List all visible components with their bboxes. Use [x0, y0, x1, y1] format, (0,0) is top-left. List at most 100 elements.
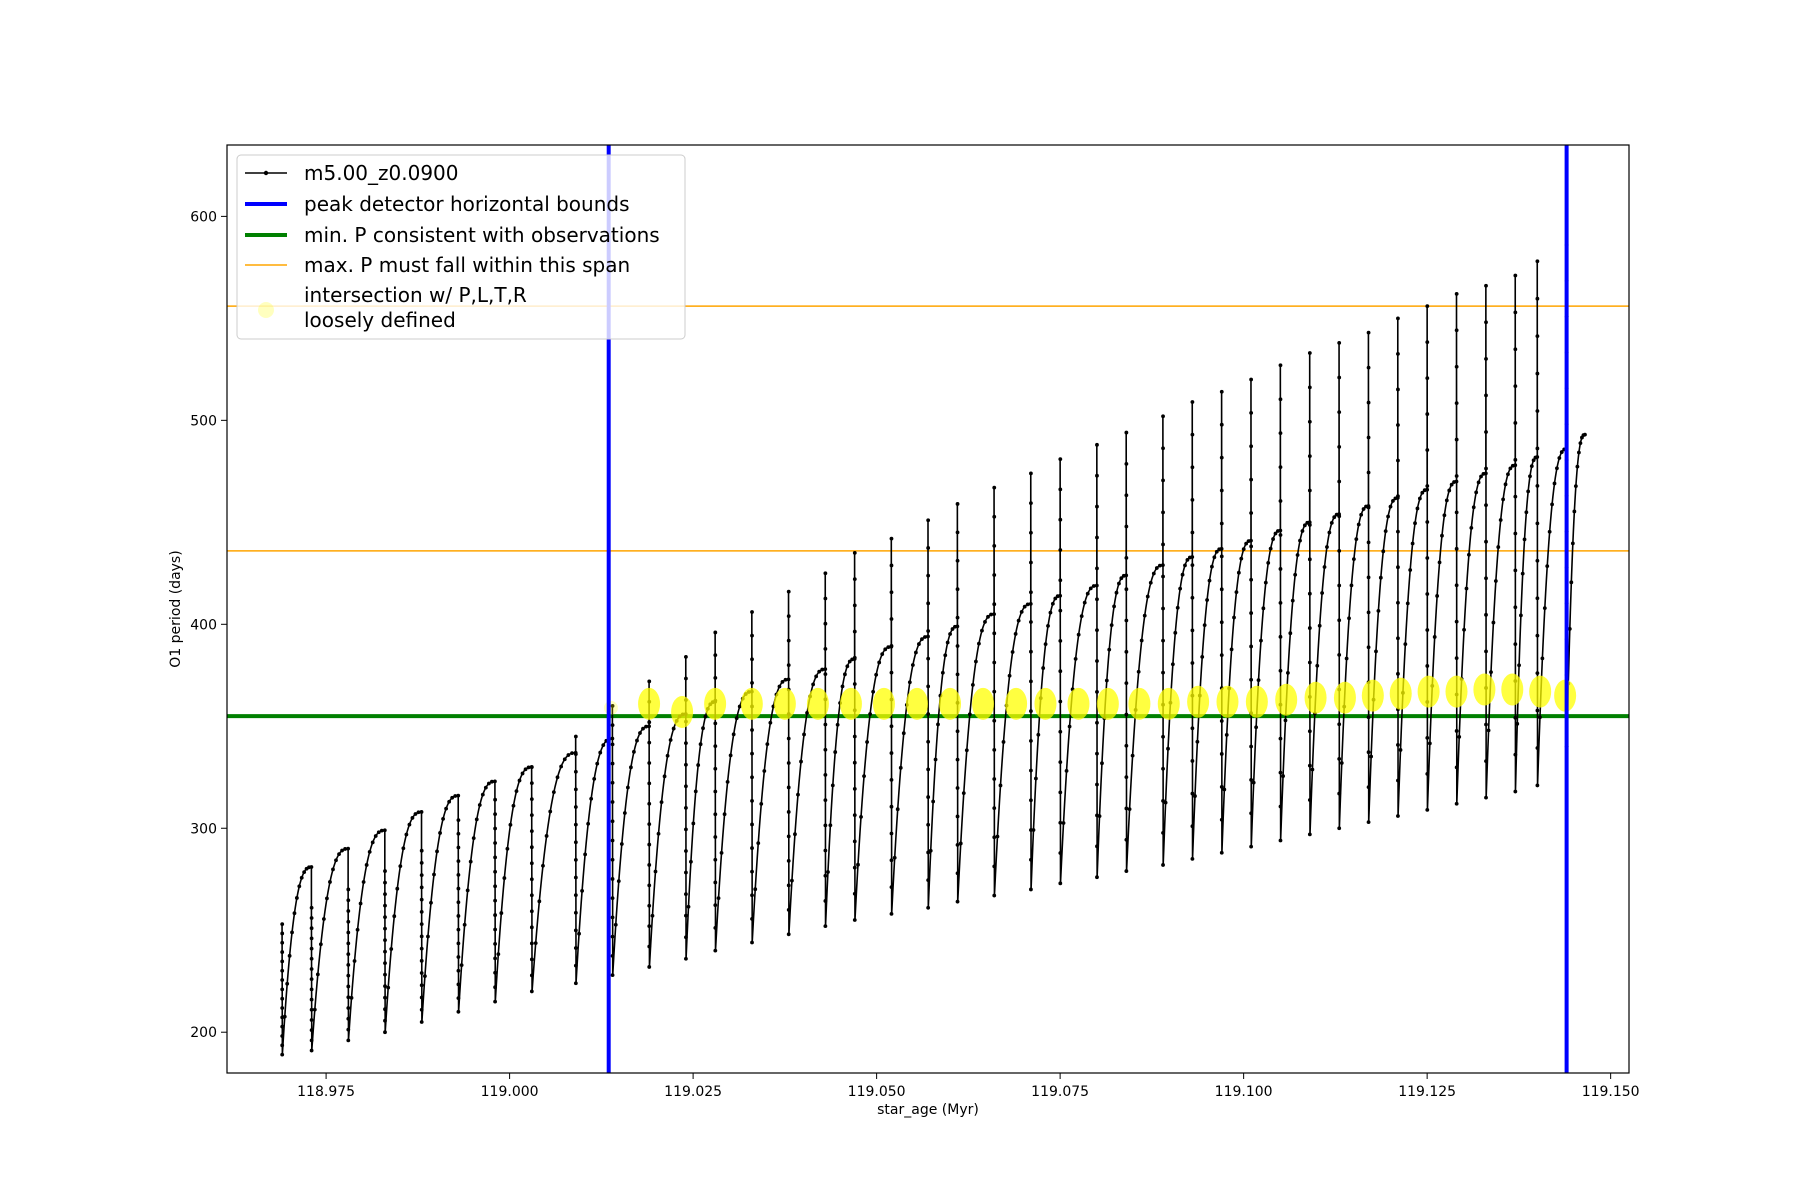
series-point-20 [280, 978, 285, 982]
series-point-404 [786, 589, 791, 594]
series-point-595 [1064, 769, 1069, 773]
series-point-911 [1396, 529, 1400, 534]
series-point-185 [493, 841, 497, 845]
series-point-441 [883, 647, 888, 652]
series-point-895 [1408, 568, 1413, 572]
series-point-509 [926, 601, 931, 606]
series-point-972 [1486, 728, 1491, 733]
series-point-583 [1029, 768, 1033, 773]
series-point-215 [529, 765, 534, 769]
series-point-147 [456, 1009, 461, 1014]
series-point-512 [926, 518, 931, 523]
series-point-742 [1219, 817, 1224, 822]
series-point-471 [889, 912, 894, 916]
series-point-296 [647, 679, 652, 684]
series-point-151 [456, 955, 461, 959]
series-point-855 [1337, 618, 1342, 623]
series-point-809 [1278, 363, 1283, 368]
series-point-143 [483, 785, 488, 790]
series-point-348 [713, 676, 718, 680]
series-point-356 [768, 720, 773, 725]
series-point-312 [684, 892, 688, 896]
series-point-353 [759, 802, 764, 806]
series-point-349 [713, 653, 718, 658]
series-point-984 [1484, 795, 1488, 800]
series-point-970 [1454, 328, 1459, 333]
series-point-593 [1029, 471, 1033, 476]
series-point-777 [1249, 544, 1254, 549]
series-point-727 [1190, 432, 1195, 437]
series-point-702 [1193, 794, 1197, 798]
series-point-424 [823, 747, 828, 752]
series-point-822 [1307, 832, 1312, 837]
series-point-991 [1484, 539, 1488, 544]
series-point-417 [823, 924, 828, 929]
series-point-776 [1249, 577, 1254, 582]
series-point-276 [668, 738, 673, 742]
series-point-362 [786, 677, 791, 682]
series-point-101 [383, 938, 387, 943]
series-point-981 [1508, 466, 1513, 471]
series-point-257 [610, 934, 615, 939]
series-point-561 [992, 631, 997, 636]
series-point-500 [926, 850, 931, 855]
series-point-563 [992, 573, 997, 577]
series-point-733 [1232, 615, 1236, 620]
series-point-488 [933, 757, 938, 762]
series-point-625 [1107, 647, 1112, 652]
series-point-965 [1454, 510, 1459, 515]
series-point-903 [1396, 814, 1400, 818]
series-point-18 [280, 996, 285, 1001]
series-point-854 [1337, 652, 1342, 657]
series-point-246 [622, 811, 627, 815]
series-point-778 [1249, 511, 1254, 515]
series-point-575 [1050, 601, 1055, 606]
series-point-184 [493, 855, 497, 860]
series-point-473 [889, 858, 894, 863]
series-point-266 [610, 761, 615, 766]
series-point-487 [931, 799, 936, 804]
legend-entry-intersection: intersection w/ P,L,T,R loosely defined [258, 283, 527, 332]
series-point-519 [977, 641, 981, 646]
series-point-894 [1405, 601, 1410, 606]
series-point-782 [1249, 377, 1254, 382]
series-point-6 [297, 884, 302, 889]
series-point-829 [1307, 591, 1312, 596]
series-point-232 [573, 910, 578, 915]
series-point-472 [889, 885, 894, 890]
series-point-298 [689, 859, 693, 864]
intersection-marker-20 [1245, 685, 1268, 718]
intersection-marker-25 [1389, 677, 1412, 710]
series-point-120 [419, 1020, 424, 1024]
series-point-303 [701, 726, 705, 731]
series-point-121 [419, 1007, 424, 1012]
series-point-148 [456, 996, 461, 1001]
series-point-717 [1190, 759, 1195, 763]
series-point-603 [1088, 586, 1093, 591]
series-point-992 [1484, 503, 1488, 508]
series-point-326 [722, 812, 727, 817]
series-point-292 [647, 761, 652, 765]
series-point-523 [989, 612, 993, 617]
series-point-105 [383, 892, 387, 896]
series-point-536 [955, 587, 960, 592]
intersection-markers-layer [603, 673, 1577, 728]
series-point-709 [1210, 564, 1214, 569]
series-point-691 [1161, 734, 1165, 739]
series-point-846 [1361, 507, 1366, 511]
series-point-844 [1356, 522, 1361, 527]
series-point-1001 [1519, 613, 1523, 618]
series-point-722 [1190, 595, 1195, 600]
legend-label-min-p: min. P consistent with observations [304, 223, 660, 247]
series-point-409 [835, 722, 840, 727]
series-point-636 [1095, 782, 1099, 787]
series-point-359 [777, 684, 782, 689]
series-point-601 [1082, 600, 1087, 605]
series-point-651 [1136, 669, 1141, 674]
series-point-1004 [1524, 510, 1529, 515]
series-point-989 [1484, 612, 1488, 617]
series-point-368 [750, 822, 754, 827]
series-point-354 [762, 769, 767, 773]
series-point-761 [1263, 580, 1268, 585]
series-point-99 [383, 961, 387, 966]
